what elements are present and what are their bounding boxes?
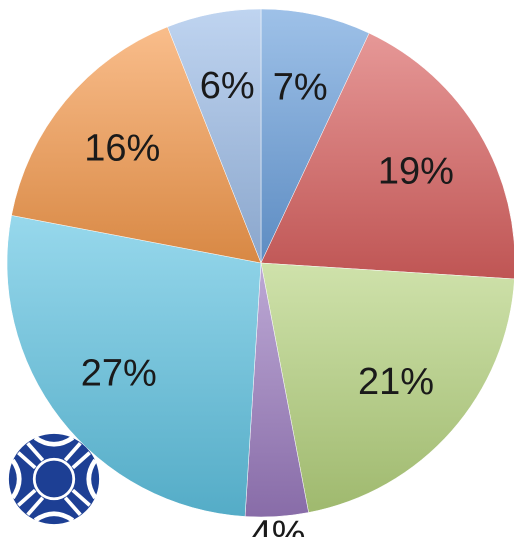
slice-label: 19% <box>378 150 454 192</box>
pie-slice <box>260 262 514 513</box>
pie-labels: 7% 19% 21% 4% 27% 16% 6% <box>81 65 454 537</box>
slice-label: 16% <box>84 127 160 169</box>
slice-label: 27% <box>81 352 157 394</box>
pie-slice <box>11 26 262 264</box>
pie-slice <box>260 32 514 280</box>
slice-label: 4% <box>251 513 306 537</box>
slice-label: 7% <box>273 66 328 108</box>
pie-slice <box>260 8 370 264</box>
pie-slice <box>167 8 262 264</box>
slice-label: 6% <box>200 65 255 107</box>
pie-slice <box>6 215 262 517</box>
pie-slices <box>6 8 514 518</box>
broadcaster-logo-icon <box>8 433 100 525</box>
slice-label: 21% <box>358 361 434 403</box>
